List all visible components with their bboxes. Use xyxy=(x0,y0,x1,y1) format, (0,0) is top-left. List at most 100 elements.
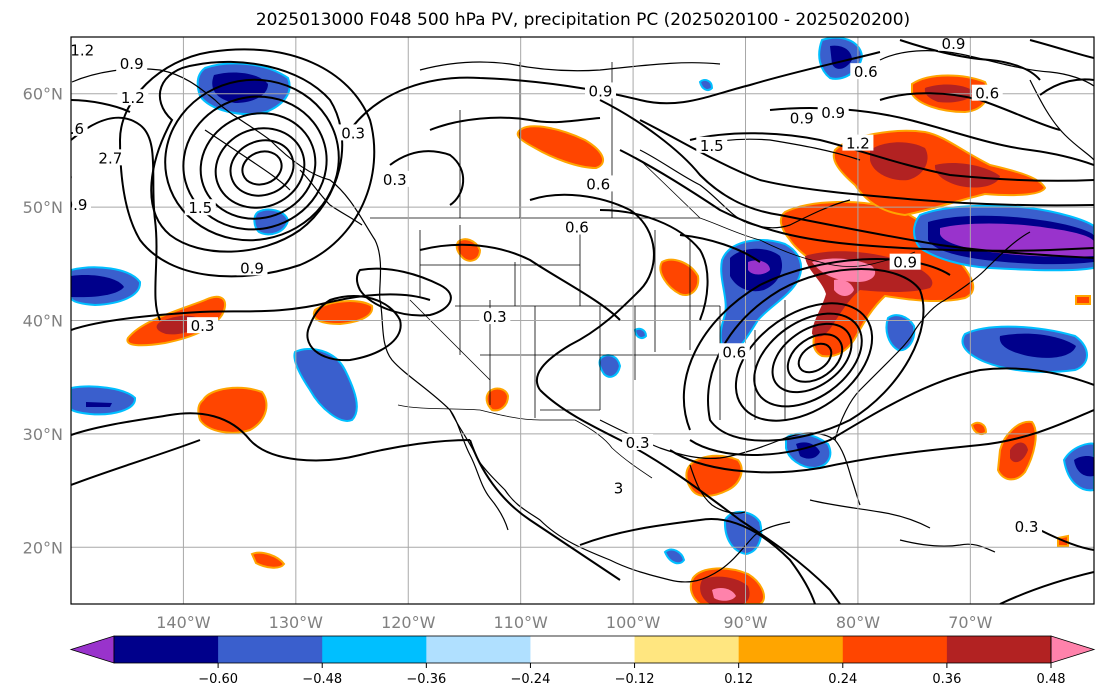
colorbar-extend-low xyxy=(69,635,115,664)
contour-label: 1.8 xyxy=(49,166,73,184)
coastlines xyxy=(71,50,1094,583)
contour-label-bg xyxy=(71,41,98,58)
contour-label: 0.9 xyxy=(821,104,845,122)
contour-label: 3 xyxy=(614,479,624,497)
contour-label-bg xyxy=(479,308,511,325)
contour-label-bg xyxy=(611,479,625,496)
contour-label-bg xyxy=(584,82,616,99)
political-borders xyxy=(370,62,916,479)
contour-label: 1.2 xyxy=(846,135,870,153)
contour-label: 0.6 xyxy=(60,120,84,138)
colorbar-segment xyxy=(946,636,1052,663)
colorbar-segment xyxy=(738,636,844,663)
colorbar-segment xyxy=(426,636,531,663)
lon-tick-label: 120°W xyxy=(381,613,436,632)
contour-label: 0.9 xyxy=(893,254,917,272)
colorbar-segment xyxy=(530,636,636,663)
lon-tick-label: 90°W xyxy=(723,613,767,632)
precipitation-shading xyxy=(71,37,1094,604)
contour-label-bg xyxy=(1011,517,1043,534)
colorbar-tick-label: 0.24 xyxy=(828,672,857,687)
contour-label-bg xyxy=(622,433,654,450)
contour-label: 1.2 xyxy=(121,89,145,107)
colorbar-extend-high xyxy=(1050,635,1096,664)
lon-tick-label: 130°W xyxy=(269,613,324,632)
contour-label: 0.6 xyxy=(586,175,610,193)
contour-label-bg xyxy=(117,89,149,106)
contour-label: 0.9 xyxy=(790,110,814,128)
contour-label: 0.3 xyxy=(483,308,507,326)
contour-label: 0.3 xyxy=(1015,518,1039,536)
contour-label: 0.3 xyxy=(626,434,650,452)
contour-label-bg xyxy=(71,119,88,136)
contour-label: 0.6 xyxy=(565,219,589,237)
lat-tick-label: 60°N xyxy=(23,85,63,104)
contour-label-bg xyxy=(116,55,148,72)
contour-label: 0.3 xyxy=(341,124,365,142)
map-frame xyxy=(70,36,1095,605)
contour-label-bg xyxy=(817,103,849,120)
contour-label-bg xyxy=(696,136,728,153)
precip-anomaly-pacific-35n-125w xyxy=(293,348,358,422)
lon-tick-label: 80°W xyxy=(836,613,880,632)
contour-label: 0.6 xyxy=(854,63,878,81)
colorbar-segment xyxy=(634,636,740,663)
contour-label: 0.6 xyxy=(722,343,746,361)
colorbar-tick-label: −0.12 xyxy=(615,672,655,687)
contour-label: 0.9 xyxy=(240,259,264,277)
pv-contour-labels: 1.20.91.20.60.3 1.80.92.71.50.30.30.90.30… xyxy=(5,35,1043,536)
lat-tick-label: 50°N xyxy=(23,198,63,217)
colorbar-tick-label: −0.48 xyxy=(302,672,342,687)
lat-tick-label: 30°N xyxy=(23,425,63,444)
colorbar: −0.60 −0.48 −0.36 −0.24 −0.12 0.12 0.24 0.36 0.4… xyxy=(69,635,1096,687)
colorbar-tick-label: −0.60 xyxy=(198,672,238,687)
contour-label-bg xyxy=(94,149,126,166)
colorbar-tick-label: −0.36 xyxy=(406,672,446,687)
contour-label-bg xyxy=(337,124,369,141)
contour-label-bg xyxy=(236,259,268,276)
contour-label-bg xyxy=(889,253,921,270)
contour-label: 0.3 xyxy=(8,160,32,178)
contour-label-bg xyxy=(718,343,750,360)
map-area: 1.20.91.20.60.3 1.80.92.71.50.30.30.90.30… xyxy=(5,35,1094,604)
colorbar-tick-label: 0.48 xyxy=(1037,672,1066,687)
lon-tick-label: 140°W xyxy=(156,613,211,632)
contour-label: 0.9 xyxy=(942,35,966,53)
contour-label-bg xyxy=(561,218,593,235)
lon-tick-label: 70°W xyxy=(948,613,992,632)
contour-label: 0.3 xyxy=(383,171,407,189)
contour-label-bg xyxy=(786,109,818,126)
lat-tick-label: 20°N xyxy=(23,538,63,557)
contour-label-bg xyxy=(379,170,411,187)
contour-label: 0.3 xyxy=(191,317,215,335)
chart-title: 2025013000 F048 500 hPa PV, precipitatio… xyxy=(256,10,910,30)
contour-label: 2.7 xyxy=(98,149,122,167)
precip-anomaly-pacific-33n xyxy=(197,386,268,434)
precip-anomaly-saskatchewan xyxy=(516,125,605,170)
colorbar-frame xyxy=(113,635,1052,664)
contour-label: 1.5 xyxy=(188,199,212,217)
precip-anomaly-pacific-34n xyxy=(71,385,136,416)
pv-contours xyxy=(71,39,1094,604)
contour-label-bg xyxy=(5,160,36,176)
contour-label-bg xyxy=(184,199,216,216)
contour-label: 1.5 xyxy=(700,137,724,155)
contour-label-bg xyxy=(71,195,91,212)
contour-label-bg xyxy=(937,37,969,51)
lat-tick-label: 40°N xyxy=(23,312,63,331)
contour-label-bg xyxy=(842,134,874,151)
contour-label-bg xyxy=(971,84,1003,101)
colorbar-segment xyxy=(114,636,219,663)
contour-label-bg xyxy=(850,63,882,80)
contour-label-bg xyxy=(71,166,77,183)
contour-label: 0.9 xyxy=(64,196,88,214)
contour-label-bg xyxy=(187,317,219,334)
colorbar-tick-label: 0.12 xyxy=(724,672,753,687)
contour-label: 0.9 xyxy=(120,55,144,73)
contour-label: 1.2 xyxy=(70,42,94,60)
colorbar-tick-label: 0.36 xyxy=(932,672,961,687)
colorbar-segment xyxy=(842,636,948,663)
graticule xyxy=(71,37,1094,604)
colorbar-segment xyxy=(218,636,323,663)
